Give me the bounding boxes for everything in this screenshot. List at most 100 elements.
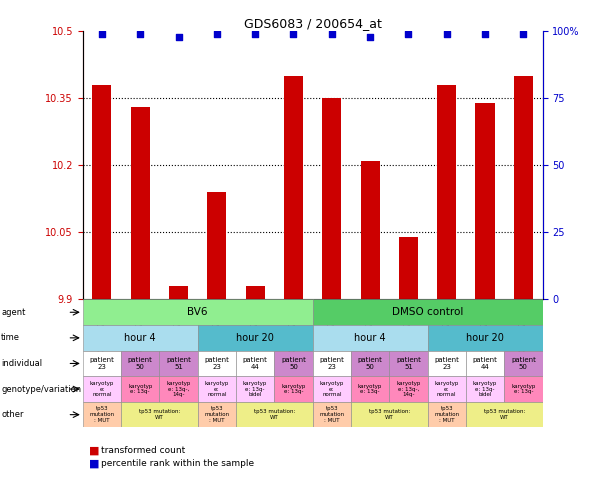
Bar bbox=[504, 351, 543, 376]
Bar bbox=[504, 376, 543, 402]
Text: tp53
mutation
: MUT: tp53 mutation : MUT bbox=[319, 406, 345, 423]
Text: tp53 mutation:
WT: tp53 mutation: WT bbox=[139, 409, 180, 420]
Point bbox=[365, 33, 375, 41]
Bar bbox=[236, 351, 275, 376]
Text: karyotyp
e:
normal: karyotyp e: normal bbox=[435, 381, 459, 398]
Bar bbox=[466, 402, 543, 427]
Text: karyotyp
e: 13q-: karyotyp e: 13q- bbox=[511, 384, 536, 395]
Bar bbox=[197, 351, 236, 376]
Text: karyotyp
e: 13q-,
14q-: karyotyp e: 13q-, 14q- bbox=[396, 381, 421, 398]
Text: individual: individual bbox=[1, 359, 42, 368]
Text: BV6: BV6 bbox=[188, 307, 208, 317]
Bar bbox=[197, 402, 236, 427]
Text: tp53 mutation:
WT: tp53 mutation: WT bbox=[484, 409, 525, 420]
Bar bbox=[389, 376, 428, 402]
Text: karyotyp
e:
normal: karyotyp e: normal bbox=[319, 381, 344, 398]
Bar bbox=[83, 351, 121, 376]
Bar bbox=[360, 161, 379, 299]
Point bbox=[519, 30, 528, 38]
Text: tp53
mutation
: MUT: tp53 mutation : MUT bbox=[434, 406, 459, 423]
Bar bbox=[428, 325, 543, 351]
Text: patient
23: patient 23 bbox=[89, 357, 115, 370]
Bar bbox=[197, 325, 313, 351]
Text: tp53
mutation
: MUT: tp53 mutation : MUT bbox=[204, 406, 229, 423]
Text: ■: ■ bbox=[89, 445, 99, 455]
Bar bbox=[236, 376, 275, 402]
Text: hour 4: hour 4 bbox=[354, 333, 386, 343]
Bar bbox=[121, 351, 159, 376]
Point bbox=[135, 30, 145, 38]
Bar bbox=[514, 76, 533, 299]
Bar bbox=[131, 107, 150, 299]
Bar bbox=[351, 376, 389, 402]
Text: percentile rank within the sample: percentile rank within the sample bbox=[101, 459, 254, 468]
Text: karyotyp
e: 13q-
bidel: karyotyp e: 13q- bidel bbox=[473, 381, 497, 398]
Bar bbox=[313, 299, 543, 325]
Text: DMSO control: DMSO control bbox=[392, 307, 463, 317]
Text: agent: agent bbox=[1, 308, 26, 317]
Bar bbox=[313, 325, 428, 351]
Text: karyotyp
e:
normal: karyotyp e: normal bbox=[89, 381, 114, 398]
Bar bbox=[313, 351, 351, 376]
Bar bbox=[428, 402, 466, 427]
Point bbox=[403, 30, 413, 38]
Bar bbox=[322, 99, 341, 299]
Bar bbox=[476, 103, 495, 299]
Text: karyotyp
e: 13q-,
14q-: karyotyp e: 13q-, 14q- bbox=[166, 381, 191, 398]
Bar bbox=[284, 76, 303, 299]
Bar bbox=[466, 351, 504, 376]
Point bbox=[480, 30, 490, 38]
Bar bbox=[313, 402, 351, 427]
Bar bbox=[159, 376, 197, 402]
Point bbox=[250, 30, 260, 38]
Point bbox=[327, 30, 337, 38]
Point bbox=[212, 30, 222, 38]
Text: patient
44: patient 44 bbox=[473, 357, 498, 370]
Bar bbox=[466, 376, 504, 402]
Bar bbox=[83, 376, 121, 402]
Bar bbox=[399, 237, 418, 299]
Bar bbox=[83, 299, 313, 325]
Bar bbox=[121, 376, 159, 402]
Text: karyotyp
e: 13q-: karyotyp e: 13q- bbox=[128, 384, 153, 395]
Text: time: time bbox=[1, 333, 20, 342]
Bar bbox=[93, 85, 112, 299]
Text: karyotyp
e:
normal: karyotyp e: normal bbox=[205, 381, 229, 398]
Text: genotype/variation: genotype/variation bbox=[1, 384, 82, 394]
Bar bbox=[169, 286, 188, 299]
Text: patient
50: patient 50 bbox=[511, 357, 536, 370]
Bar bbox=[313, 376, 351, 402]
Text: tp53 mutation:
WT: tp53 mutation: WT bbox=[368, 409, 410, 420]
Text: ■: ■ bbox=[89, 459, 99, 469]
Text: hour 20: hour 20 bbox=[236, 333, 274, 343]
Point bbox=[97, 30, 107, 38]
Text: patient
50: patient 50 bbox=[357, 357, 383, 370]
Text: tp53 mutation:
WT: tp53 mutation: WT bbox=[254, 409, 295, 420]
Point bbox=[289, 30, 299, 38]
Bar bbox=[83, 402, 121, 427]
Text: karyotyp
e: 13q-
bidel: karyotyp e: 13q- bidel bbox=[243, 381, 267, 398]
Text: patient
51: patient 51 bbox=[166, 357, 191, 370]
Bar bbox=[83, 325, 197, 351]
Text: patient
23: patient 23 bbox=[204, 357, 229, 370]
Bar bbox=[275, 351, 313, 376]
Text: patient
50: patient 50 bbox=[128, 357, 153, 370]
Bar bbox=[121, 402, 197, 427]
Bar bbox=[389, 351, 428, 376]
Text: karyotyp
e: 13q-: karyotyp e: 13q- bbox=[281, 384, 306, 395]
Text: karyotyp
e: 13q-: karyotyp e: 13q- bbox=[358, 384, 383, 395]
Text: hour 4: hour 4 bbox=[124, 333, 156, 343]
Bar bbox=[437, 85, 456, 299]
Text: patient
51: patient 51 bbox=[396, 357, 421, 370]
Text: patient
23: patient 23 bbox=[434, 357, 459, 370]
Title: GDS6083 / 200654_at: GDS6083 / 200654_at bbox=[244, 17, 381, 30]
Bar bbox=[428, 351, 466, 376]
Bar bbox=[159, 351, 197, 376]
Bar bbox=[197, 376, 236, 402]
Text: transformed count: transformed count bbox=[101, 446, 185, 455]
Text: patient
23: patient 23 bbox=[319, 357, 345, 370]
Text: hour 20: hour 20 bbox=[466, 333, 504, 343]
Bar bbox=[275, 376, 313, 402]
Text: tp53
mutation
: MUT: tp53 mutation : MUT bbox=[89, 406, 115, 423]
Text: patient
44: patient 44 bbox=[243, 357, 268, 370]
